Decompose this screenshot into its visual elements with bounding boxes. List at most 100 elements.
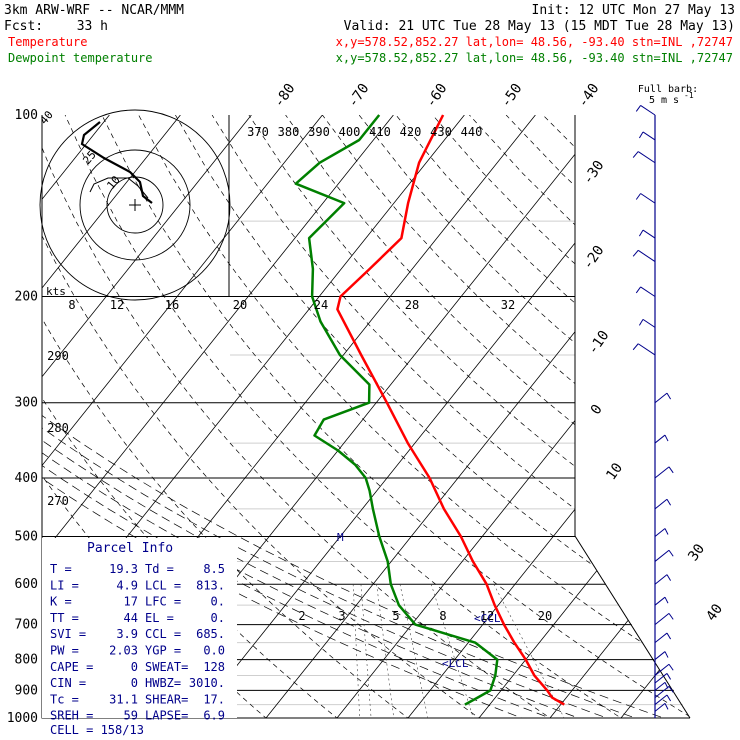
wind-barb: [642, 131, 656, 141]
parcel-info-value: 3.9: [116, 627, 138, 641]
dry-adiabat-line: [42, 115, 570, 718]
moist-adiabat-line: [42, 296, 690, 718]
temperature-tick-label: -60: [423, 81, 451, 111]
mixing-ratio-tick-label: 20: [538, 609, 552, 623]
wind-barb-feather: [635, 105, 642, 112]
parcel-info-value: 6.9: [203, 709, 225, 723]
wind-barb-feather: [666, 632, 672, 640]
pressure-tick-bg: [2, 393, 40, 408]
wind-barb-feather: [668, 686, 674, 693]
pressure-tick-label: 700: [15, 618, 38, 633]
pressure-tick-bg: [2, 287, 40, 302]
isotherm-line: [407, 115, 690, 718]
temperature-tick-label: -10: [585, 328, 613, 358]
wind-barb: [654, 632, 668, 644]
dry-adiabat-line: [395, 115, 690, 718]
wind-barb: [654, 466, 670, 479]
pressure-tick-label: 600: [15, 577, 38, 592]
parcel-info-key: T =: [50, 562, 72, 576]
hodograph-trace: [80, 121, 153, 204]
mixing-ratio-line: [399, 584, 429, 718]
hodograph-trace-low: [89, 177, 149, 199]
wind-barb: [654, 613, 670, 625]
wind-barb: [642, 318, 656, 328]
dewpoint-line: [294, 114, 499, 706]
dewpoint-legend-info: x,y=578.52,852.27 lat,lon= 48.56, -93.40…: [336, 51, 733, 65]
moist-adiabat-line: [42, 296, 672, 718]
hodograph-kts-label: kts: [46, 285, 66, 298]
wind-barb-feather: [666, 694, 672, 702]
parcel-info-key: Td =: [145, 562, 174, 576]
hodograph: 40 25 10 kts: [37, 108, 231, 301]
series-layer: [294, 114, 565, 706]
pressure-tick-label: 800: [15, 653, 38, 668]
parcel-info-value: 0: [131, 676, 138, 690]
parcel-info-key: EL =: [145, 611, 174, 625]
wind-barb: [654, 694, 668, 705]
temperature-tick-label: -40: [575, 81, 603, 111]
parcel-info-key: LAPSE=: [145, 709, 188, 723]
isotherm-line: [42, 115, 394, 718]
header-valid: Valid: 21 UTC Tue 28 May 13 (15 MDT Tue …: [344, 19, 735, 34]
temperature-tick-label: -70: [345, 81, 373, 111]
moist-adiabat-line: [42, 296, 614, 718]
mixing-ratio-tick-label: 2: [298, 609, 305, 623]
wind-barb-feather: [632, 151, 639, 158]
theta-tick-label: 280: [47, 421, 69, 435]
wind-barb-feather: [635, 286, 642, 294]
parcel-info-value: 813.: [196, 578, 225, 592]
isotherm-line: [42, 115, 181, 718]
wind-barb: [654, 663, 670, 676]
theta-e-tick-label: 430: [430, 125, 452, 139]
wind-barb-feather: [668, 466, 674, 474]
wind-barb-feather: [638, 131, 644, 139]
isotherm-line: [336, 115, 690, 718]
pressure-tick-bg: [2, 650, 40, 665]
dry-adiabat-line: [432, 115, 690, 718]
wind-legend-line2: 5 m s: [649, 95, 679, 106]
temperature-legend-label: Temperature: [8, 35, 87, 49]
isotherm-line: [692, 115, 740, 718]
moist-adiabat-line: [42, 296, 556, 718]
theta-e-tick-label: 370: [247, 125, 269, 139]
mixing-ratio-line: [493, 584, 565, 718]
parcel-info-key: LFC =: [145, 595, 181, 609]
hodograph-ring-label: 25: [80, 148, 98, 167]
wind-barb: [654, 596, 666, 606]
header-layer: 3km ARW-WRF -- NCAR/MMM Init: 12 UTC Mon …: [4, 3, 735, 106]
parcel-info-value: 0.: [211, 595, 225, 609]
temperature-tick-label: 0: [588, 402, 606, 418]
temperature-tick-label: -50: [498, 81, 526, 111]
dry-adiabat-line: [469, 115, 690, 718]
wind-barb-feather: [666, 673, 672, 680]
wind-barb: [654, 528, 666, 537]
wind-barb-feather: [632, 343, 639, 351]
wind-barb: [637, 151, 656, 164]
parcel-info-value: 17.: [203, 692, 225, 706]
isotherm-line: [265, 115, 690, 718]
mixing-ratio-tick-label: 28: [405, 298, 419, 312]
pressure-tick-bg: [2, 106, 40, 120]
pressure-tick-bg: [2, 681, 40, 696]
wind-barb-feather: [635, 193, 642, 200]
wind-barb: [654, 574, 668, 585]
pressure-tick-bg: [2, 527, 40, 542]
wind-barb: [640, 104, 656, 116]
ccl-mark: <CCL: [474, 612, 501, 625]
parcel-info-key: K =: [50, 595, 72, 609]
parcel-info-key: LCL =: [145, 578, 181, 592]
dry-adiabat-line: [138, 115, 690, 718]
pressure-tick-label: 400: [15, 471, 38, 486]
temperature-tick-label: 40: [703, 601, 726, 624]
dry-adiabat-line: [42, 115, 498, 718]
parcel-info-value: 44: [124, 611, 138, 625]
wind-barb-feather: [666, 574, 672, 581]
pressure-tick-bg: [2, 615, 40, 630]
parcel-info-value: 19.3: [109, 562, 138, 576]
pressure-tick-label: 500: [15, 529, 38, 544]
isotherm-line: [478, 115, 690, 718]
parcel-info-value: 8.5: [203, 562, 225, 576]
mixing-ratio-line: [360, 584, 372, 718]
header-fcst-label: Fcst:: [4, 19, 43, 34]
